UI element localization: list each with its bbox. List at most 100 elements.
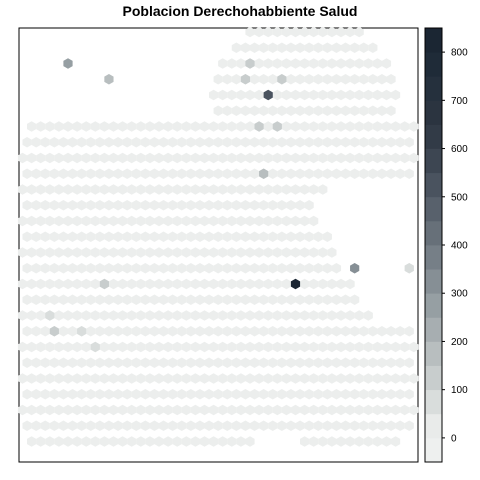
hex-cell (158, 168, 169, 180)
hex-cell (231, 420, 241, 432)
hex-cell (149, 262, 160, 274)
hex-cell (163, 404, 173, 416)
hex-cell (168, 168, 178, 180)
hex-cell (240, 420, 251, 432)
hex-cell (231, 231, 241, 243)
hex-cell (300, 152, 310, 164)
hex-cell (272, 404, 282, 416)
hex-cell (345, 341, 355, 353)
hex-cell (254, 310, 264, 321)
hex-cell (22, 199, 32, 211)
hex-cell (22, 231, 32, 243)
hex-cell (272, 247, 282, 258)
hex-cell (263, 184, 273, 195)
hex-cell (268, 105, 278, 117)
hex-cell (218, 436, 228, 447)
hex-cell (295, 73, 305, 85)
hex-cell (245, 436, 255, 447)
hex-cell (340, 168, 351, 180)
hex-cell (81, 436, 91, 447)
hex-cell (340, 105, 351, 117)
hex-cell (254, 89, 264, 101)
hex-cell (318, 184, 328, 195)
hex-cell (168, 294, 178, 306)
hex-cell (359, 325, 369, 337)
hex-cell (363, 373, 373, 384)
hex-cell (140, 357, 150, 369)
hex-cell (300, 58, 310, 69)
hex-cell (254, 341, 264, 353)
legend-bin (425, 413, 442, 439)
hex-cell (31, 231, 41, 243)
hex-cell (195, 357, 205, 369)
hex-cell (336, 341, 346, 353)
hex-highlight (63, 58, 73, 69)
hex-cell (286, 136, 296, 148)
hex-cell (281, 310, 291, 321)
hex-cell (36, 247, 46, 258)
hex-cell (322, 231, 332, 243)
hex-cell (136, 121, 146, 132)
hex-cell (331, 357, 342, 369)
hex-cell (290, 184, 301, 195)
hex-cell (300, 436, 310, 447)
hex-cell (391, 121, 401, 132)
hex-cell (350, 294, 360, 306)
hex-cell (136, 215, 146, 227)
hex-cell (127, 152, 137, 164)
hex-cell (350, 73, 360, 85)
hex-cell (181, 152, 191, 164)
hex-cell (249, 325, 260, 337)
hex-cell (49, 199, 59, 211)
hex-cell (190, 436, 200, 447)
hex-cell (327, 278, 337, 290)
hex-cell (359, 105, 369, 117)
hex-cell (240, 105, 251, 117)
legend-tick-label: 500 (451, 192, 468, 203)
hex-cell (386, 325, 396, 337)
hex-cell (295, 294, 305, 306)
hex-cell (395, 357, 405, 369)
hex-cell (363, 404, 373, 416)
legend-bin (425, 317, 442, 342)
hex-cell (268, 388, 278, 400)
hex-cell (327, 121, 337, 132)
hex-cell (136, 247, 146, 258)
hex-cell (327, 310, 337, 321)
hex-cell (204, 420, 214, 432)
hex-cell (254, 404, 264, 416)
hex-cell (149, 231, 160, 243)
hex-highlight (49, 325, 59, 337)
hex-cell (363, 89, 373, 101)
hex-cell (140, 420, 150, 432)
legend-bin (425, 52, 442, 77)
hex-cell (268, 357, 278, 369)
hex-cell (313, 420, 323, 432)
hex-cell (190, 247, 200, 258)
hex-cell (286, 231, 296, 243)
hex-cell (377, 388, 387, 400)
hex-cell (72, 404, 82, 416)
hex-cell (209, 121, 219, 132)
hex-cell (409, 152, 419, 164)
hex-cell (95, 325, 105, 337)
hex-cell (90, 247, 100, 258)
hex-cell (163, 184, 173, 195)
hex-cell (300, 404, 310, 416)
legend-bin (425, 220, 442, 246)
hex-cell (49, 420, 59, 432)
hex-cell (249, 105, 260, 117)
hex-cell (350, 136, 360, 148)
hex-cell (236, 89, 246, 101)
hex-cell (249, 73, 260, 85)
hex-cell (172, 215, 182, 227)
hex-cell (263, 121, 273, 132)
hex-cell (49, 231, 59, 243)
hex-cell (131, 420, 141, 432)
hex-cell (372, 121, 382, 132)
hex-cell (17, 247, 28, 258)
hex-cell (86, 199, 96, 211)
hex-cell (254, 215, 264, 227)
hex-cell (368, 388, 378, 400)
hex-cell (322, 294, 332, 306)
